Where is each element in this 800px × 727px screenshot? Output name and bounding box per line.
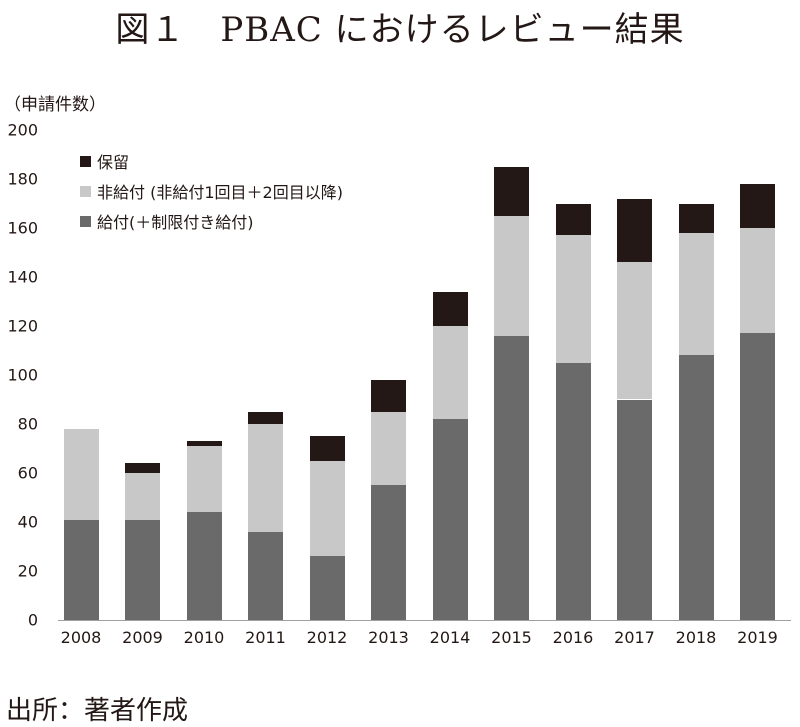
bar-2016 (555, 0, 591, 724)
y-tick-label: 120 (7, 316, 38, 336)
legend-swatch (80, 185, 91, 197)
bar-segment (617, 198, 652, 263)
legend-label: 非給付 (非給付1回目＋2回目以降) (97, 183, 343, 202)
x-tick-label: 2008 (60, 628, 102, 647)
bar-2018 (678, 0, 714, 724)
bar-2019 (740, 0, 775, 724)
bar-segment (555, 203, 591, 236)
bar-segment (371, 411, 406, 486)
y-tick-label: 40 (17, 512, 38, 532)
legend-label: 保留 (97, 153, 130, 172)
x-tick-label: 2010 (183, 628, 225, 647)
bar-segment (248, 411, 283, 424)
x-tick-label: 2015 (491, 628, 532, 647)
bar-2014 (432, 0, 468, 724)
bar-segment (617, 399, 652, 620)
bar-2012 (309, 0, 345, 724)
bar-segment (186, 441, 222, 447)
bar-segment (740, 228, 775, 334)
y-tick-label: 20 (17, 561, 38, 581)
bar-segment (617, 262, 652, 400)
legend-item: 非給付 (非給付1回目＋2回目以降) (80, 179, 343, 203)
y-tick-label: 0 (27, 610, 38, 630)
bar-segment (555, 362, 591, 620)
bar-segment (432, 291, 468, 326)
bar-2008 (63, 0, 99, 724)
bar-segment (432, 419, 468, 620)
bar-2015 (494, 0, 529, 724)
x-tick-label: 2017 (614, 628, 655, 647)
y-tick-label: 60 (17, 463, 38, 483)
x-tick-label: 2014 (429, 628, 471, 647)
bar-segment (494, 215, 529, 336)
legend-swatch (80, 155, 91, 167)
bar-segment (371, 485, 406, 620)
bar-segment (248, 531, 283, 620)
bar-segment (678, 355, 714, 620)
bar-2017 (617, 0, 652, 724)
bar-segment (125, 463, 160, 473)
y-tick-label: 180 (7, 169, 38, 189)
bar-segment (494, 335, 529, 620)
bar-segment (678, 203, 714, 233)
bar-segment (309, 460, 345, 557)
bar-2010 (186, 0, 222, 724)
legend-item: 保留 (80, 149, 129, 173)
legend-item: 給付(＋制限付き給付) (80, 209, 254, 233)
bar-segment (125, 473, 160, 520)
y-axis-label: （申請件数） (4, 95, 106, 115)
chart-title: 図１ PBAC におけるレビュー結果 (115, 10, 685, 50)
x-axis-line (58, 620, 791, 621)
x-tick-label: 2019 (737, 628, 778, 647)
bar-segment (678, 232, 714, 356)
bar-2011 (248, 0, 283, 724)
bar-segment (186, 446, 222, 513)
bar-segment (186, 512, 222, 620)
bar-segment (494, 166, 529, 216)
legend-swatch (80, 215, 91, 227)
bar-segment (740, 183, 775, 228)
bar-segment (63, 519, 99, 620)
source-note: 出所：著者作成 (6, 696, 189, 726)
y-tick-label: 160 (7, 218, 38, 238)
bar-2009 (125, 0, 160, 724)
bar-segment (248, 424, 283, 532)
bar-2013 (371, 0, 406, 724)
y-tick-label: 200 (7, 120, 38, 140)
bar-segment (432, 326, 468, 420)
y-tick-label: 140 (7, 267, 38, 287)
x-tick-label: 2018 (675, 628, 717, 647)
y-tick-label: 100 (7, 365, 38, 385)
x-tick-label: 2013 (368, 628, 409, 647)
bar-segment (309, 556, 345, 620)
x-tick-label: 2009 (122, 628, 163, 647)
legend-label: 給付(＋制限付き給付) (97, 213, 254, 232)
bar-segment (309, 436, 345, 461)
x-tick-label: 2016 (552, 628, 594, 647)
x-tick-label: 2011 (245, 628, 286, 647)
bar-segment (740, 333, 775, 620)
bar-segment (371, 379, 406, 412)
bar-segment (555, 235, 591, 363)
bar-segment (63, 428, 99, 520)
bar-segment (125, 519, 160, 620)
y-tick-label: 80 (17, 414, 38, 434)
x-tick-label: 2012 (306, 628, 348, 647)
